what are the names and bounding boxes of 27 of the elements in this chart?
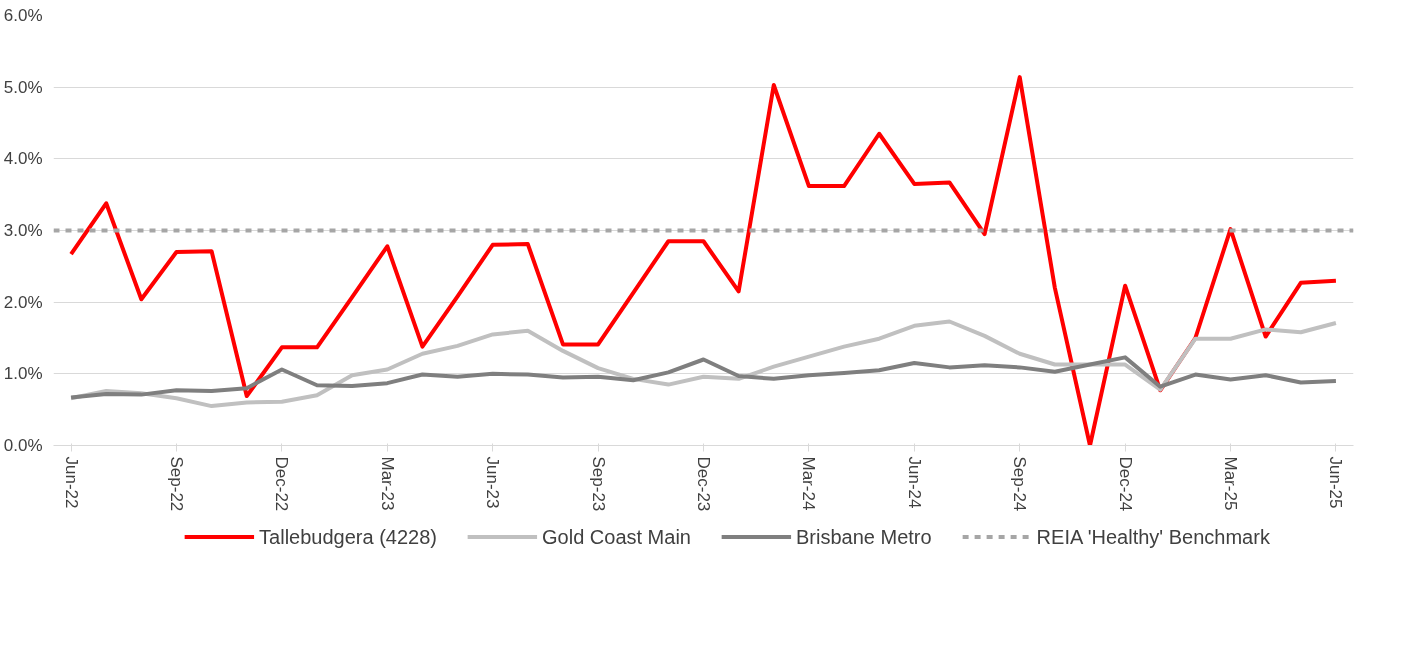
x-tick-label: Dec-22 xyxy=(272,456,292,512)
y-tick-label: 4.0% xyxy=(3,149,43,169)
x-tick-label: Sep-23 xyxy=(588,456,608,512)
line-series xyxy=(69,319,1338,409)
x-tick-label: Mar-23 xyxy=(377,456,397,511)
x-tick-label: Jun-23 xyxy=(483,456,503,509)
x-tick-label: Dec-24 xyxy=(1115,456,1135,512)
x-tick-label: Sep-22 xyxy=(166,456,186,512)
legend-label: REIA 'Healthy' Benchmark xyxy=(1036,525,1270,548)
x-tick-label: Dec-23 xyxy=(694,456,713,512)
x-tick-label: Sep-24 xyxy=(1010,456,1030,512)
x-tick-label: Mar-24 xyxy=(799,456,819,511)
line-series xyxy=(69,75,1338,446)
y-tick-label: 6.0% xyxy=(3,6,43,25)
x-tick-label: Jun-24 xyxy=(904,456,924,509)
legend-label: Brisbane Metro xyxy=(795,525,932,548)
legend-label: Gold Coast Main xyxy=(542,525,691,548)
legend-label: Tallebudgera (4228) xyxy=(259,525,438,548)
y-tick-label: 0.0% xyxy=(3,436,43,455)
y-tick-label: 3.0% xyxy=(3,221,43,240)
y-tick-label: 5.0% xyxy=(3,77,43,97)
y-tick-label: 1.0% xyxy=(3,364,43,384)
x-tick-label: Jun-25 xyxy=(1326,456,1346,509)
line-series xyxy=(69,355,1338,400)
x-tick-label: Jun-22 xyxy=(61,456,81,509)
x-tick-label: Mar-25 xyxy=(1221,456,1241,511)
y-tick-label: 2.0% xyxy=(3,292,43,312)
